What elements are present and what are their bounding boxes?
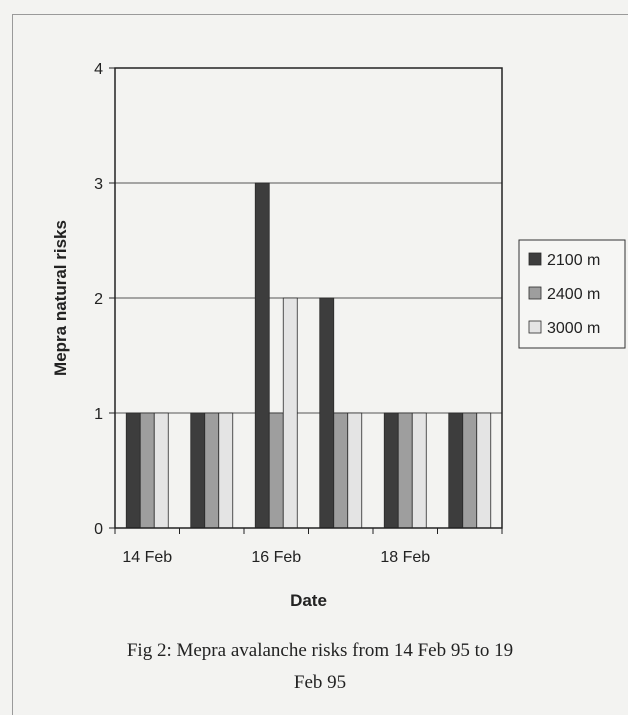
- figure-caption-line-2: Feb 95: [293, 672, 347, 693]
- x-axis-title: Date: [290, 591, 327, 610]
- legend-swatch-3000m: [528, 320, 542, 334]
- bar-2100m-18-Feb: [383, 412, 399, 529]
- x-tick-label-4: 18 Feb: [380, 549, 430, 566]
- legend-label-2100m: 2100 m: [547, 252, 600, 269]
- bar-2100m-17-Feb: [319, 297, 335, 529]
- bar-2400m-17-Feb: [333, 412, 349, 529]
- bar-3000m-15-Feb: [218, 412, 234, 529]
- legend-label-2400m: 2400 m: [547, 286, 600, 303]
- x-tick-label-2: 16 Feb: [251, 549, 301, 566]
- figure-caption-line-1: Fig 2: Mepra avalanche risks from 14 Feb…: [126, 640, 514, 661]
- bar-3000m-17-Feb: [347, 412, 363, 529]
- bar-2100m-14-Feb: [125, 412, 141, 529]
- bar-3000m-18-Feb: [411, 412, 427, 529]
- bar-2100m-19-Feb: [448, 412, 464, 529]
- legend-swatch-2400m: [528, 286, 542, 300]
- y-tick-label-0: 0: [94, 521, 103, 538]
- bar-3000m-16-Feb: [282, 297, 298, 529]
- y-tick-label-2: 2: [94, 291, 103, 308]
- y-tick-label-1: 1: [94, 406, 103, 423]
- bar-2400m-15-Feb: [204, 412, 220, 529]
- legend-label-3000m: 3000 m: [547, 320, 600, 337]
- bar-2100m-15-Feb: [190, 412, 206, 529]
- x-tick-label-0: 14 Feb: [122, 549, 172, 566]
- bar-3000m-19-Feb: [476, 412, 492, 529]
- y-tick-label-3: 3: [94, 176, 103, 193]
- legend-swatch-2100m: [528, 252, 542, 266]
- bar-2400m-16-Feb: [268, 412, 284, 529]
- y-axis-title: Mepra natural risks: [51, 220, 70, 376]
- bar-2400m-19-Feb: [462, 412, 478, 529]
- bar-2400m-14-Feb: [139, 412, 155, 529]
- bar-3000m-14-Feb: [153, 412, 169, 529]
- y-tick-label-4: 4: [94, 61, 103, 78]
- figure-frame: [12, 14, 628, 715]
- bar-2400m-18-Feb: [397, 412, 413, 529]
- bar-2100m-16-Feb: [254, 182, 270, 529]
